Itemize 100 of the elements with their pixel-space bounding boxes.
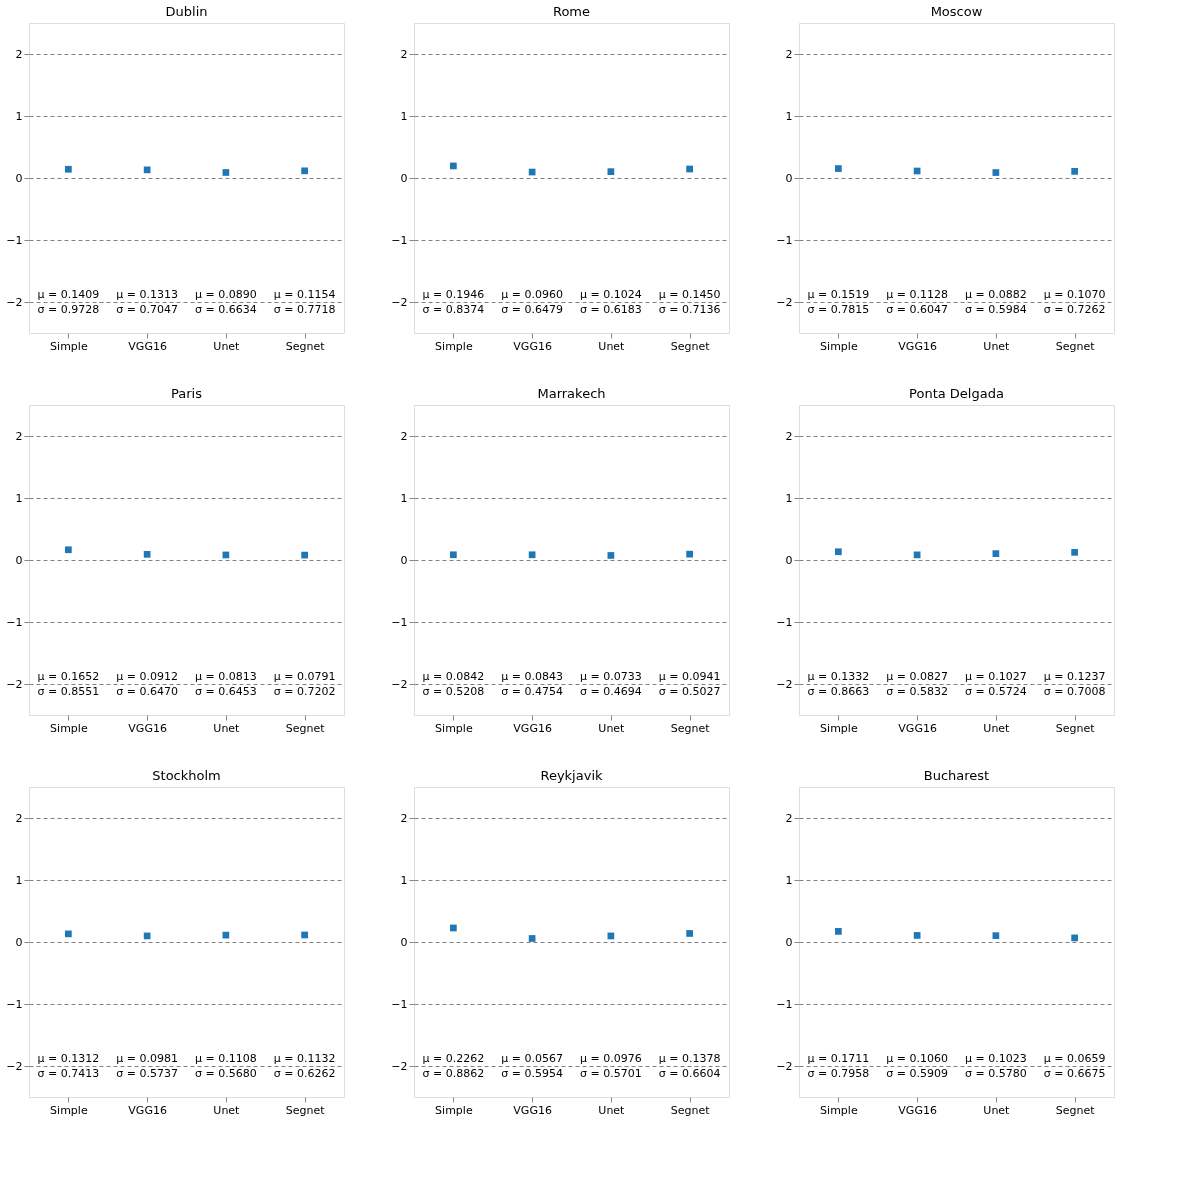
- x-tick-label: Segnet: [670, 1103, 711, 1117]
- annotation: σ = 0.7413: [37, 1067, 100, 1081]
- y-tick-label: 0: [15, 171, 23, 185]
- y-tick-label: −2: [391, 677, 408, 691]
- x-tick-label: VGG16: [128, 1103, 167, 1117]
- y-tick-label: 1: [785, 109, 793, 123]
- annotation: μ = 0.1237: [1043, 669, 1106, 683]
- annotation: μ = 0.1519: [807, 287, 870, 301]
- annotation: σ = 0.5027: [658, 685, 721, 699]
- x-tick-label: Segnet: [1055, 1103, 1096, 1117]
- annotation: μ = 0.1312: [37, 1051, 100, 1065]
- annotation: σ = 0.7262: [1043, 303, 1106, 317]
- chart-title: Marrakech: [537, 386, 606, 401]
- x-tick-label: Segnet: [670, 339, 711, 353]
- annotation: σ = 0.4694: [580, 685, 642, 699]
- x-tick-label: VGG16: [513, 1103, 552, 1117]
- annotation: μ = 0.1070: [1043, 287, 1106, 301]
- y-tick-label: 1: [785, 873, 793, 887]
- y-tick-label: 1: [15, 873, 23, 887]
- annotation: μ = 0.1450: [658, 287, 721, 301]
- chart-title: Rome: [552, 4, 591, 19]
- point: [992, 932, 1000, 940]
- x-tick-label: Simple: [435, 1103, 473, 1117]
- y-tick-label: 2: [15, 429, 23, 443]
- y-tick-label: −1: [6, 615, 23, 629]
- y-tick-label: 1: [400, 109, 408, 123]
- y-tick-label: 1: [15, 109, 23, 123]
- annotation: σ = 0.6634: [195, 303, 257, 317]
- x-tick-label: Unet: [983, 339, 1011, 353]
- annotation: μ = 0.0960: [501, 287, 563, 301]
- annotation: μ = 0.0882: [965, 287, 1027, 301]
- chart-title: Bucharest: [923, 768, 990, 783]
- annotation: μ = 0.0976: [580, 1051, 642, 1065]
- y-tick-label: −1: [391, 615, 408, 629]
- y-tick-label: 0: [785, 171, 793, 185]
- x-tick-label: Unet: [598, 721, 626, 735]
- y-tick-label: 1: [15, 491, 23, 505]
- x-tick-label: VGG16: [513, 721, 552, 735]
- y-tick-label: 0: [400, 553, 408, 567]
- point: [450, 162, 457, 170]
- y-tick-label: 2: [785, 47, 793, 61]
- x-tick-label: Simple: [820, 721, 858, 735]
- y-tick-label: −1: [391, 997, 408, 1011]
- annotation: σ = 0.6047: [886, 303, 948, 317]
- annotation: σ = 0.7136: [658, 303, 721, 317]
- annotation: μ = 0.0912: [116, 669, 178, 683]
- chart-title: Reykjavik: [540, 768, 603, 783]
- x-tick-label: VGG16: [513, 339, 552, 353]
- x-tick-label: Simple: [50, 339, 88, 353]
- y-tick-label: −2: [391, 1059, 408, 1073]
- x-tick-label: Simple: [435, 721, 473, 735]
- annotation: σ = 0.8374: [422, 303, 485, 317]
- x-tick-label: Segnet: [285, 721, 326, 735]
- annotation: σ = 0.5724: [965, 685, 1027, 699]
- annotation: μ = 0.0733: [580, 669, 642, 683]
- x-tick-label: Unet: [213, 339, 241, 353]
- x-tick-label: VGG16: [128, 339, 167, 353]
- y-tick-label: 1: [400, 873, 408, 887]
- y-tick-label: 0: [400, 171, 408, 185]
- x-tick-label: Unet: [598, 339, 626, 353]
- annotation: μ = 0.2262: [422, 1051, 485, 1065]
- annotation: μ = 0.1652: [37, 669, 100, 683]
- annotation: σ = 0.8862: [422, 1067, 485, 1081]
- annotation: μ = 0.1154: [273, 287, 336, 301]
- annotation: σ = 0.5780: [965, 1067, 1027, 1081]
- y-tick-label: −1: [391, 233, 408, 247]
- annotation: σ = 0.7958: [807, 1067, 870, 1081]
- point: [450, 924, 457, 932]
- x-tick-label: Simple: [820, 339, 858, 353]
- annotation: μ = 0.0659: [1043, 1051, 1106, 1065]
- annotation: μ = 0.0890: [195, 287, 257, 301]
- x-tick-label: Unet: [983, 721, 1011, 735]
- x-tick-label: Unet: [983, 1103, 1011, 1117]
- annotation: μ = 0.1313: [116, 287, 178, 301]
- x-tick-label: Simple: [820, 1103, 858, 1117]
- point: [835, 928, 842, 935]
- annotation: σ = 0.7815: [807, 303, 870, 317]
- x-tick-label: VGG16: [898, 339, 937, 353]
- annotation: μ = 0.0981: [116, 1051, 178, 1065]
- y-tick-label: 2: [785, 429, 793, 443]
- point: [913, 932, 921, 939]
- y-tick-label: 1: [400, 491, 408, 505]
- y-tick-label: 0: [400, 935, 408, 949]
- x-tick-label: Simple: [435, 339, 473, 353]
- annotation: μ = 0.0813: [195, 669, 257, 683]
- chart-title: Ponta Delgada: [909, 386, 1004, 401]
- x-tick-label: Simple: [50, 1103, 88, 1117]
- annotation: σ = 0.5909: [886, 1067, 948, 1081]
- annotation: σ = 0.5984: [965, 303, 1027, 317]
- y-tick-label: −1: [6, 233, 23, 247]
- annotation: σ = 0.8663: [807, 685, 870, 699]
- y-tick-label: 2: [400, 811, 408, 825]
- y-tick-label: 1: [785, 491, 793, 505]
- y-tick-label: −2: [6, 1059, 23, 1073]
- y-tick-label: −1: [6, 997, 23, 1011]
- x-tick-label: Unet: [213, 1103, 241, 1117]
- annotation: σ = 0.6470: [116, 685, 178, 699]
- y-tick-label: 0: [15, 935, 23, 949]
- annotation: σ = 0.5680: [195, 1067, 257, 1081]
- x-tick-label: Unet: [213, 721, 241, 735]
